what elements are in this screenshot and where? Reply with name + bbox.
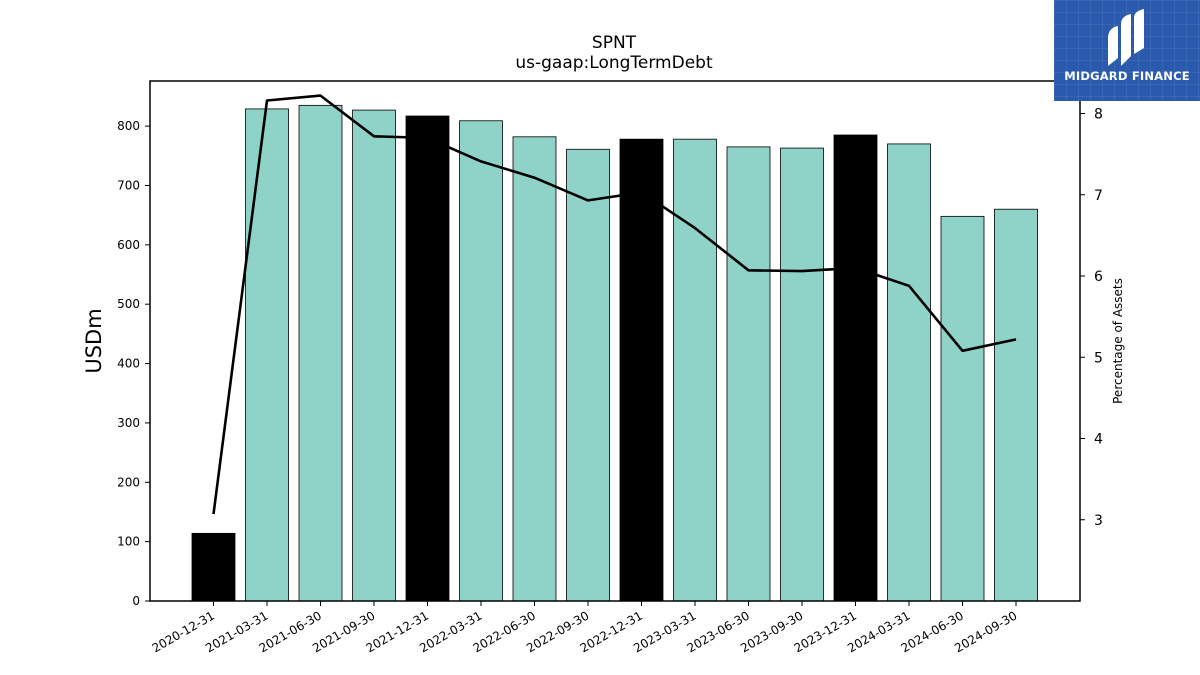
x-axis: 2020-12-312021-03-312021-06-302021-09-30… <box>150 601 1020 655</box>
y-tick-label: 500 <box>117 297 140 311</box>
y-axis-right: 3 4 5 6 7 8 <box>1080 107 1103 529</box>
bar-2023-09-30 <box>780 147 824 602</box>
y-tick-label: 300 <box>117 416 140 430</box>
y2-tick-label: 3 <box>1094 513 1103 529</box>
bar-2023-12-31 <box>833 134 878 602</box>
bar-2024-06-30 <box>940 215 985 602</box>
bar-2021-09-30 <box>352 109 396 602</box>
bar-2021-06-30 <box>298 104 343 602</box>
y-tick-label: 100 <box>117 535 140 549</box>
midgard-finance-logo: MIDGARD FINANCE <box>1054 0 1200 101</box>
bar-2024-03-31 <box>887 143 931 602</box>
y2-tick-label: 4 <box>1094 432 1103 448</box>
bar-2022-09-30 <box>566 148 610 602</box>
y-tick-label: 200 <box>117 475 140 489</box>
y2-tick-label: 5 <box>1094 350 1103 366</box>
y-tick-label: 600 <box>117 238 140 252</box>
percentage-line <box>212 94 1017 515</box>
y-axis-left: 0 100 200 300 400 500 600 700 800 <box>117 119 150 608</box>
y-tick-label: 400 <box>117 357 140 371</box>
bars-group <box>191 104 1038 602</box>
y2-tick-label: 7 <box>1094 188 1103 204</box>
bar-2023-06-30 <box>726 146 771 602</box>
bar-2022-12-31 <box>619 138 664 602</box>
chart-title: SPNT <box>592 33 637 53</box>
y-tick-label: 0 <box>132 594 140 608</box>
y2-tick-label: 6 <box>1094 269 1103 285</box>
chart-subtitle: us-gaap:LongTermDebt <box>515 53 713 73</box>
bar-2022-06-30 <box>512 136 557 602</box>
y-axis-label: USDm <box>82 308 106 373</box>
bar-2024-09-30 <box>994 208 1038 602</box>
y2-axis-label: Percentage of Assets <box>1111 278 1125 404</box>
bar-2021-03-31 <box>245 108 289 602</box>
y-tick-label: 800 <box>117 119 140 133</box>
logo-text: MIDGARD FINANCE <box>1064 69 1190 83</box>
y-tick-label: 700 <box>117 178 140 192</box>
bar-2022-03-31 <box>459 120 503 602</box>
logo-mark-icon <box>1108 9 1144 66</box>
line-group <box>212 94 1017 515</box>
y2-tick-label: 8 <box>1094 107 1103 123</box>
plot-frame <box>149 80 1081 602</box>
bar-2023-03-31 <box>673 138 717 602</box>
bar-2021-12-31 <box>405 115 450 602</box>
bar-2020-12-31 <box>191 532 236 602</box>
